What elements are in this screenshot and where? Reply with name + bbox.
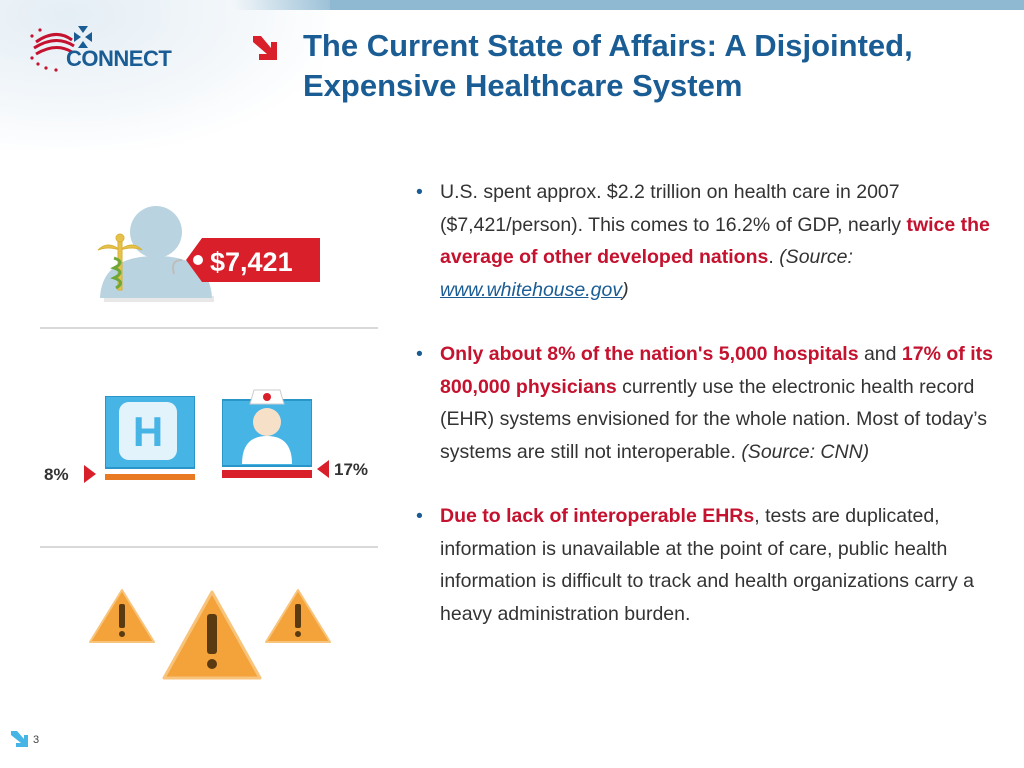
bullet-highlight: Due to lack of interoperable EHRs [440,505,755,527]
warning-icon-group [89,589,331,680]
cost-per-person-figure: $7,421 [97,206,320,302]
bullet-highlight: twice the average of other developed nat… [440,213,990,269]
bullet-highlight: Only about 8% of the nation's 5,000 hosp… [440,343,859,365]
hospital-letter: H [133,408,163,455]
bullet-highlight: 17% of its 800,000 physicians [440,343,993,398]
bullet-dot: • [416,181,423,203]
source-note: (Source: CNN) [741,440,870,463]
pointer-8-icon [84,465,96,483]
page-number: 3 [33,734,40,746]
bullet-text: , tests are duplicated, information is u… [440,505,974,625]
page-title: The Current State of Affairs: A Disjoint… [303,26,1003,106]
bullet-interoperability: • Due to lack of interoperable EHRs, test… [416,500,1001,630]
bullet-text: . [768,246,780,268]
divider-bottom [40,546,378,548]
bullet-list: • U.S. spent approx. $2.2 trillion on hea… [416,176,1001,662]
bullet-text: and [858,343,902,365]
source-prefix: (Source: [779,246,853,268]
title-line-1: The Current State of Affairs: A Disjoint… [303,28,913,63]
connect-logo-icon [30,26,92,72]
bullet-text: currently use the electronic health reco… [440,375,987,463]
divider-top [40,327,378,329]
pointer-17-icon [317,460,329,478]
bullet-adoption: • Only about 8% of the nation's 5,000 hos… [416,338,1001,468]
bullet-dot: • [416,505,423,527]
bullet-text: U.S. spent approx. $2.2 trillion on heal… [440,181,907,236]
footer-arrow-icon [11,731,28,747]
whitehouse-link[interactable]: www.whitehouse.gov [440,278,623,301]
warning-icon-left [89,589,155,643]
person-icon [100,206,214,302]
logo-text: CONNECT [66,46,172,71]
bullet-dot: • [416,343,423,365]
source-suffix: ) [622,278,629,301]
bullet-spending: • U.S. spent approx. $2.2 trillion on hea… [416,176,1001,306]
top-band [0,0,1024,10]
warning-icon-right [265,589,331,643]
hospital-percent: 8% [44,465,69,484]
corner-glow [0,0,330,150]
nurse-icon [222,389,312,478]
price-tag-value: $7,421 [210,247,293,277]
caduceus-icon [97,233,143,291]
price-tag-icon [172,238,320,282]
hospital-icon: H [105,396,195,480]
title-arrow-icon [253,36,277,60]
title-line-2: Expensive Healthcare System [303,68,743,103]
warning-icon-center [162,590,262,680]
physician-percent: 17% [334,460,369,479]
